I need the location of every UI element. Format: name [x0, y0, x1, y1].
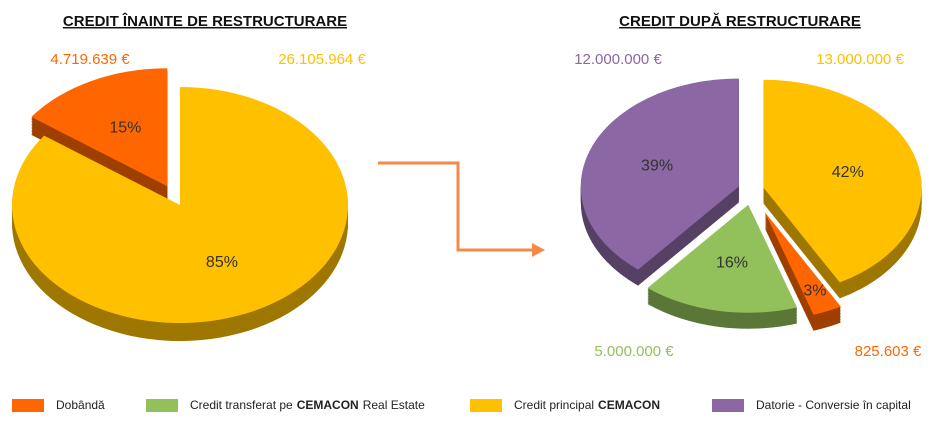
chart-title: CREDIT ÎNAINTE DE RESTRUCTURARE — [63, 12, 347, 30]
legend-label-part: Dobândă — [56, 398, 105, 412]
slice-label: 42% — [832, 164, 864, 181]
amount-label: 26.105.964 € — [278, 51, 366, 68]
slice-label: 39% — [641, 158, 673, 175]
legend-label: Dobândă — [56, 398, 105, 412]
slice — [580, 78, 739, 270]
legend-label-part: Real Estate — [363, 398, 425, 412]
slice — [764, 212, 841, 315]
legend-swatch — [12, 399, 44, 412]
slice — [647, 204, 798, 313]
arrow — [378, 161, 532, 252]
slice-label: 3% — [803, 283, 826, 300]
slice — [763, 79, 922, 283]
slice-label: 85% — [206, 254, 238, 271]
legend-label-part: Credit transferat pe — [190, 398, 293, 412]
legend-label-part: CEMACON — [598, 398, 660, 412]
slice — [11, 87, 349, 323]
arrow-head — [532, 243, 545, 257]
legend-swatch — [470, 399, 502, 412]
chart-title: CREDIT DUPĂ RESTRUCTURARE — [619, 13, 861, 30]
slice-label: 16% — [716, 254, 748, 271]
legend-label: Datorie - Conversie în capital — [756, 398, 911, 412]
legend-label: Credit transferat pe CEMACON Real Estate — [190, 398, 425, 412]
legend-swatch — [146, 399, 178, 412]
amount-label: 13.000.000 € — [816, 51, 904, 68]
amount-label: 825.603 € — [855, 343, 922, 360]
amount-label: 4.719.639 € — [50, 51, 130, 68]
legend-label: Credit principal CEMACON — [514, 398, 660, 412]
legend-label-part: Credit principal — [514, 398, 594, 412]
pie — [11, 68, 349, 341]
amount-label: 12.000.000 € — [574, 51, 662, 68]
amount-label: 5.000.000 € — [594, 343, 674, 360]
slice — [31, 68, 168, 187]
legend-label-part: CEMACON — [297, 398, 359, 412]
legend-label-part: Datorie - Conversie în capital — [756, 398, 911, 412]
legend-swatch — [712, 399, 744, 412]
pie — [580, 78, 922, 331]
slice-label: 15% — [109, 120, 141, 137]
